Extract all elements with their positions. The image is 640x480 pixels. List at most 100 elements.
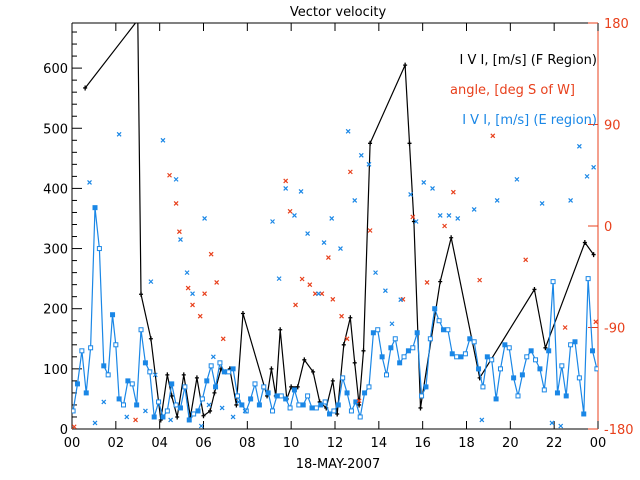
data-point-square xyxy=(110,312,116,318)
data-point-square xyxy=(401,354,407,360)
data-point-square xyxy=(370,330,376,336)
data-point-x xyxy=(283,185,289,191)
data-point-x xyxy=(124,414,130,420)
data-point-square xyxy=(318,402,324,408)
data-point-square xyxy=(484,354,490,360)
data-point-x xyxy=(326,255,331,261)
data-point-x xyxy=(339,313,344,319)
chart-title: Vector velocity xyxy=(290,5,387,20)
data-point-x xyxy=(316,291,321,297)
data-point-square xyxy=(256,402,262,408)
data-point-x xyxy=(358,152,364,158)
y-left-tick-label: 200 xyxy=(43,303,68,318)
x-axis-ticks: 00 02 04 06 08 10 12 14 16 18 20 22 00 xyxy=(64,23,606,451)
data-point-x xyxy=(329,216,335,221)
data-point-x xyxy=(514,176,520,182)
data-point-x xyxy=(220,336,226,342)
data-point-square xyxy=(164,408,170,414)
data-point-square xyxy=(458,354,464,360)
series-angle xyxy=(72,133,598,429)
y-left-tick-label: 0 xyxy=(60,423,68,438)
data-point-square xyxy=(388,345,394,351)
data-point-square xyxy=(471,339,477,345)
data-point-x xyxy=(185,285,191,291)
data-point-square xyxy=(585,276,591,282)
data-point-x xyxy=(230,414,236,420)
data-point-plus xyxy=(311,369,316,375)
data-point-x xyxy=(173,201,179,206)
data-point-square xyxy=(230,366,236,372)
data-point-x xyxy=(347,169,353,175)
data-point-square xyxy=(296,402,302,408)
data-point-x xyxy=(558,423,564,429)
data-point-x xyxy=(477,277,483,283)
data-point-x xyxy=(202,216,208,221)
data-point-x xyxy=(283,178,289,184)
data-point-square xyxy=(208,363,214,369)
data-point-square xyxy=(331,408,337,414)
data-point-x xyxy=(330,296,336,302)
series-e-region-scatter xyxy=(87,128,597,429)
data-point-square xyxy=(594,366,598,372)
data-point-x xyxy=(178,237,183,242)
data-point-square xyxy=(101,363,107,369)
data-point-square xyxy=(467,336,473,342)
x-tick-label: 16 xyxy=(414,436,431,451)
data-point-x xyxy=(167,172,172,178)
y-left-tick-label: 100 xyxy=(43,363,68,378)
data-point-x xyxy=(152,372,158,378)
data-point-square xyxy=(348,408,354,414)
y-left-tick-label: 300 xyxy=(43,243,68,258)
data-point-square xyxy=(397,360,403,366)
data-point-square xyxy=(186,417,192,423)
y-left-axis-ticks: 0 100 200 300 400 500 600 xyxy=(43,31,82,438)
data-point-square xyxy=(559,363,565,369)
data-point-x xyxy=(398,297,404,303)
data-point-square xyxy=(274,393,280,399)
data-point-square xyxy=(195,408,201,414)
data-point-x xyxy=(591,164,597,170)
data-point-x xyxy=(442,223,448,229)
data-point-square xyxy=(524,354,530,360)
data-point-plus xyxy=(269,366,274,372)
data-point-square xyxy=(151,414,157,420)
data-point-plus xyxy=(341,342,346,348)
data-point-plus xyxy=(175,414,180,420)
data-point-x xyxy=(202,291,208,297)
data-point-plus xyxy=(348,315,353,321)
data-point-x xyxy=(344,336,350,342)
data-point-x xyxy=(494,198,500,203)
y-right-tick-label: -90 xyxy=(604,322,625,337)
data-point-square xyxy=(213,384,219,390)
data-point-x xyxy=(549,420,555,426)
data-point-x xyxy=(410,214,416,220)
data-point-plus xyxy=(591,252,596,258)
data-point-square xyxy=(265,390,271,396)
y-right-tick-label: -180 xyxy=(604,423,634,438)
data-point-square xyxy=(79,348,85,354)
data-point-x xyxy=(367,228,373,233)
data-point-x xyxy=(72,424,77,429)
data-point-square xyxy=(204,378,210,384)
data-point-square xyxy=(327,411,333,417)
data-point-square xyxy=(384,372,390,378)
x-tick-label: 18 xyxy=(458,436,475,451)
data-point-square xyxy=(528,348,534,354)
data-point-square xyxy=(309,405,315,411)
series-line xyxy=(72,207,598,422)
data-point-x xyxy=(345,128,351,134)
data-point-plus xyxy=(335,411,340,417)
data-point-square xyxy=(270,408,276,414)
data-point-square xyxy=(436,318,442,324)
data-point-square xyxy=(344,390,350,396)
data-point-square xyxy=(147,369,153,375)
data-point-square xyxy=(454,354,460,360)
data-point-x xyxy=(210,354,216,360)
data-point-x xyxy=(92,420,98,426)
data-point-plus xyxy=(403,62,408,68)
data-point-square xyxy=(221,369,227,375)
data-point-square xyxy=(278,393,284,399)
data-point-x xyxy=(168,417,174,423)
data-point-square xyxy=(121,402,127,408)
data-point-x xyxy=(236,399,241,405)
